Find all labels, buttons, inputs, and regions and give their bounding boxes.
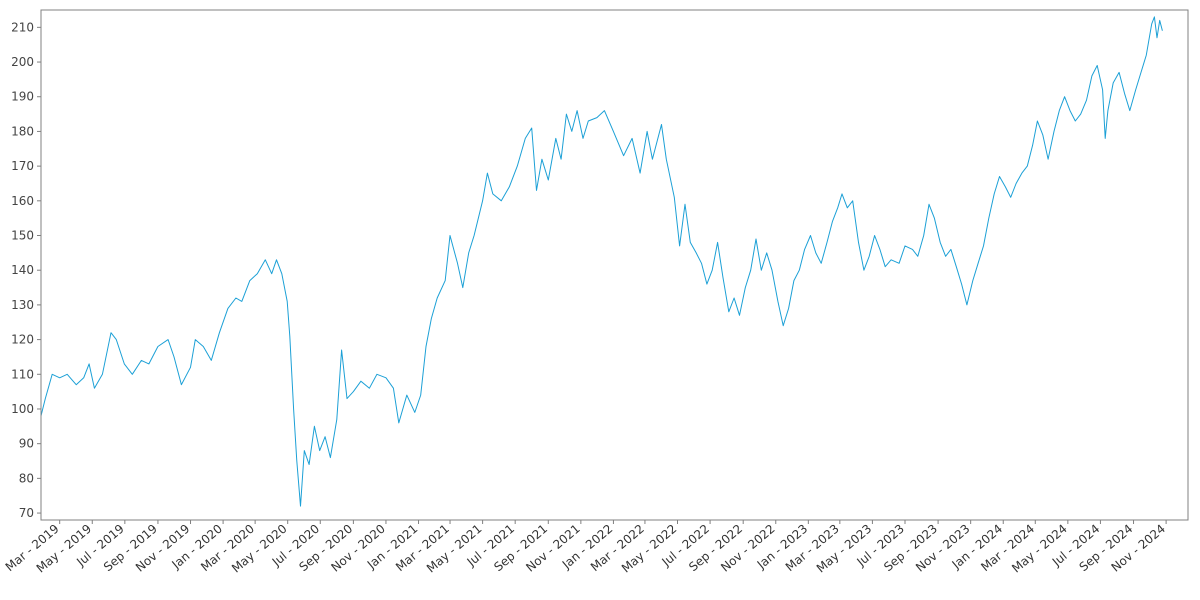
- y-tick-label: 210: [11, 20, 34, 34]
- y-tick-label: 140: [11, 263, 34, 277]
- series-line: [40, 16, 1163, 507]
- y-tick-label: 70: [19, 506, 34, 520]
- y-tick-label: 180: [11, 124, 34, 138]
- y-tick-label: 130: [11, 298, 34, 312]
- y-tick-label: 90: [19, 437, 34, 451]
- y-tick-label: 100: [11, 402, 34, 416]
- y-tick-label: 170: [11, 159, 34, 173]
- plot-area-frame: [40, 9, 1189, 521]
- y-axis: 70 80 90 100 110 120 130 140 150 160 170 180 190 200 2…: [11, 20, 41, 520]
- y-tick-label: 110: [11, 367, 34, 381]
- y-tick-label: 80: [19, 471, 34, 485]
- y-tick-label: 120: [11, 333, 34, 347]
- y-tick-label: 200: [11, 55, 34, 69]
- y-tick-label: 150: [11, 229, 34, 243]
- series-layer: [40, 16, 1163, 507]
- y-tick-label: 190: [11, 90, 34, 104]
- y-tick-label: 160: [11, 194, 34, 208]
